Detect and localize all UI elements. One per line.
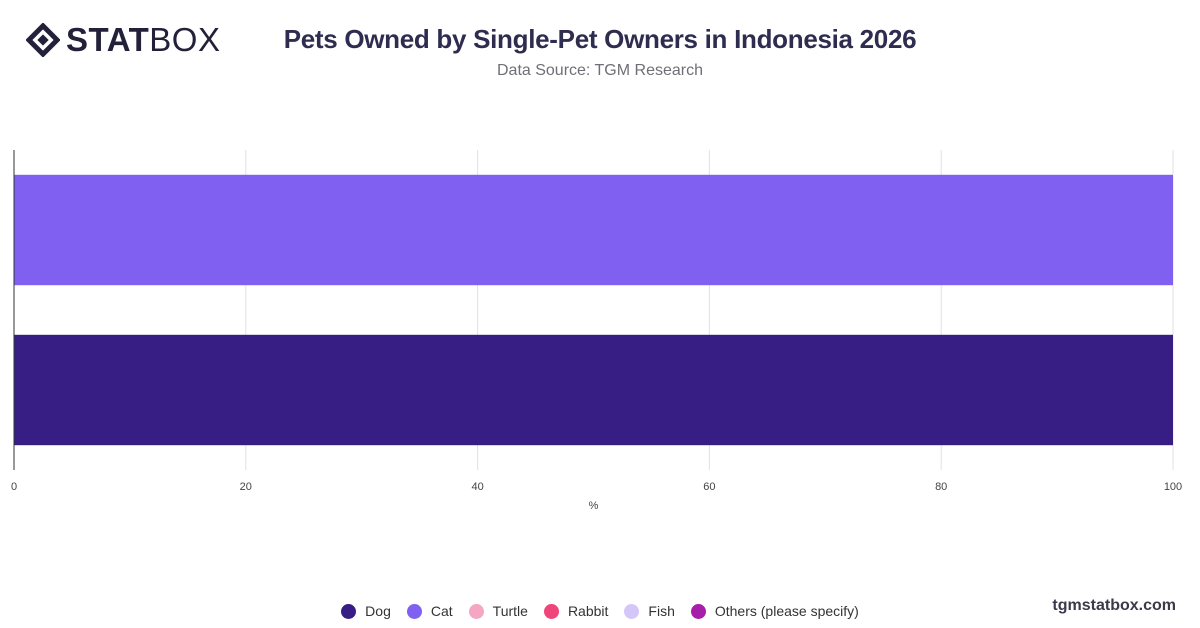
x-tick-label-5: 100 [1164, 481, 1182, 493]
legend-item-rabbit[interactable]: Rabbit [543, 603, 609, 619]
footer-site-link[interactable]: tgmstatbox.com [1052, 597, 1176, 614]
legend-dot-icon [341, 603, 357, 619]
x-tick-label-2: 40 [471, 481, 483, 493]
x-tick-label-4: 80 [935, 481, 947, 493]
x-axis-label: % [589, 500, 599, 512]
bar-cat [14, 174, 1173, 286]
x-tick-label-3: 60 [703, 481, 715, 493]
legend-dot-icon [690, 603, 706, 619]
legend-dot-icon [406, 603, 422, 619]
chart-legend: Dog Cat Turtle Rabbit Fish Others (please spe… [0, 603, 1200, 619]
legend-dot-icon [468, 603, 484, 619]
legend-item-dog[interactable]: Dog [341, 603, 391, 619]
legend-label: Rabbit [567, 603, 609, 619]
legend-label: Cat [430, 603, 453, 619]
legend-item-cat[interactable]: Cat [406, 603, 453, 619]
legend-item-turtle[interactable]: Turtle [468, 603, 528, 619]
legend-label: Others (please specify) [714, 603, 859, 619]
legend-label: Turtle [492, 603, 528, 619]
logo-text: STATBOX [66, 22, 220, 58]
statbox-logo: STATBOX [26, 22, 220, 58]
x-tick-label-0: 0 [11, 481, 17, 493]
legend-item-others-please-specify[interactable]: Others (please specify) [690, 603, 859, 619]
legend-label: Dog [365, 603, 391, 619]
legend-label: Fish [648, 603, 675, 619]
logo-text-light: BOX [149, 21, 221, 58]
legend-item-fish[interactable]: Fish [624, 603, 675, 619]
legend-dot-icon [543, 603, 559, 619]
logo-text-bold: STAT [66, 21, 150, 58]
bar-dog [14, 334, 1173, 446]
chart-subtitle: Data Source: TGM Research [496, 62, 703, 79]
x-tick-label-1: 20 [240, 481, 252, 493]
chart-title: Pets Owned by Single-Pet Owners in Indon… [283, 24, 917, 54]
diamond-logo-icon [26, 23, 60, 57]
legend-dot-icon [624, 603, 640, 619]
